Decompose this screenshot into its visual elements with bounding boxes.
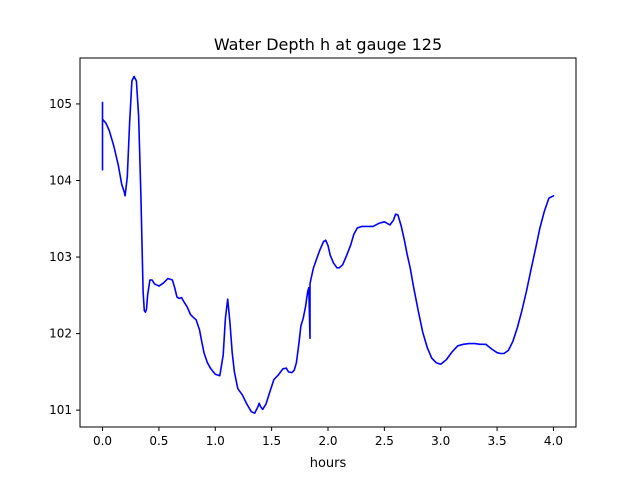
y-tick-label: 103 — [49, 250, 72, 264]
x-axis-ticks: 0.0 0.5 1.0 1.5 2.0 2.5 3.0 3.5 4.0 — [93, 427, 563, 448]
series-layer — [101, 75, 555, 414]
x-tick-label: 4.0 — [544, 434, 563, 448]
y-tick-label: 105 — [49, 97, 72, 111]
y-tick-label: 102 — [49, 327, 72, 341]
series-line — [101, 75, 555, 414]
y-tick-label: 104 — [49, 173, 72, 187]
x-tick-label: 3.5 — [488, 434, 507, 448]
x-tick-label: 1.5 — [262, 434, 281, 448]
x-tick-label: 3.0 — [431, 434, 450, 448]
x-tick-label: 2.0 — [318, 434, 337, 448]
x-axis-label: hours — [310, 456, 347, 471]
x-tick-label: 1.0 — [206, 434, 225, 448]
y-tick-label: 101 — [49, 403, 72, 417]
y-axis-ticks: 101 102 103 104 105 — [49, 97, 80, 417]
x-tick-label: 0.5 — [149, 434, 168, 448]
chart-title: Water Depth h at gauge 125 — [214, 35, 442, 54]
x-tick-label: 0.0 — [93, 434, 112, 448]
axes-frame — [79, 57, 577, 428]
x-tick-label: 2.5 — [375, 434, 394, 448]
